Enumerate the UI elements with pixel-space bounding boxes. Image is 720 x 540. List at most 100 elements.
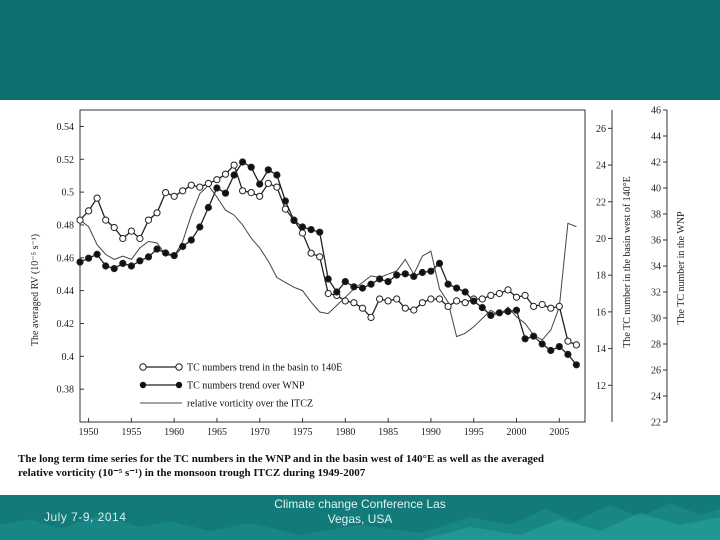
data-point-series-0	[384, 297, 392, 305]
legend-marker-open-circle	[139, 363, 147, 371]
data-point-series-1	[530, 332, 538, 340]
data-point-series-1	[85, 254, 93, 262]
data-point-series-0	[307, 249, 315, 257]
x-tick-label: 1995	[464, 427, 484, 438]
data-point-series-0	[410, 306, 418, 314]
data-point-series-0	[512, 293, 521, 301]
data-point-series-1	[290, 216, 298, 225]
data-point-series-0	[93, 194, 101, 202]
data-point-series-1	[316, 228, 324, 236]
data-point-series-1	[350, 283, 358, 291]
right-axis-2-tick-label: 46	[651, 106, 661, 117]
right-axis-2-tick-label: 24	[651, 392, 661, 403]
data-point-series-1	[298, 223, 307, 231]
data-point-series-0	[247, 189, 255, 197]
x-tick-label: 1955	[121, 427, 141, 438]
data-point-series-0	[495, 289, 503, 298]
data-point-series-1	[444, 280, 452, 288]
data-point-series-1	[170, 252, 178, 260]
data-point-series-1	[487, 311, 495, 319]
data-point-series-0	[204, 179, 212, 187]
data-point-series-1	[418, 268, 426, 277]
data-point-series-0	[127, 227, 135, 235]
data-point-series-1	[384, 278, 392, 286]
figure-caption-line-2: relative vorticity (10⁻⁵ s⁻¹) in the mon…	[18, 467, 366, 479]
data-point-series-0	[350, 299, 358, 307]
left-axis-tick-label: 0.4	[62, 352, 75, 363]
data-point-series-0	[162, 189, 170, 197]
right-axis-2-tick-label: 38	[651, 210, 661, 221]
data-point-series-0	[358, 304, 367, 312]
data-point-series-0	[102, 216, 110, 224]
data-point-series-0	[376, 295, 384, 303]
data-point-series-1	[358, 284, 367, 292]
right-axis-2-tick-label: 28	[651, 340, 661, 351]
right-axis-1-tick-label: 12	[596, 381, 606, 392]
data-point-series-1	[76, 258, 84, 266]
title-banner	[0, 0, 720, 100]
data-point-series-1	[504, 307, 512, 316]
data-point-series-1	[401, 270, 409, 278]
data-point-series-1	[187, 236, 195, 244]
right-axis-2-tick-label: 26	[651, 366, 661, 377]
left-axis-tick-label: 0.42	[57, 319, 75, 330]
left-axis-tick-label: 0.44	[57, 286, 75, 297]
data-point-series-1	[230, 171, 238, 179]
data-point-series-0	[418, 299, 426, 307]
data-point-series-0	[264, 179, 272, 187]
data-point-series-0	[119, 234, 127, 243]
mountain-decoration	[0, 503, 720, 540]
right-axis-1-tick-label: 20	[596, 234, 606, 245]
plot-area	[79, 109, 586, 423]
data-point-series-1	[273, 171, 281, 179]
data-point-series-0	[298, 229, 307, 237]
data-point-series-0	[393, 295, 401, 303]
data-point-series-1	[93, 250, 101, 258]
data-point-series-1	[495, 309, 503, 317]
data-point-series-0	[504, 286, 512, 294]
series-line-2	[79, 184, 577, 341]
data-point-series-0	[239, 187, 247, 195]
right-axis-2-tick-label: 44	[651, 132, 661, 143]
data-point-series-0	[85, 207, 93, 215]
data-point-series-1	[264, 166, 272, 174]
data-point-series-1	[470, 297, 478, 305]
data-point-series-1	[410, 272, 418, 280]
legend-label-vorticity: relative vorticity over the ITCZ	[187, 399, 313, 410]
data-point-series-1	[376, 275, 384, 283]
data-point-series-1	[213, 184, 221, 192]
data-point-series-1	[110, 265, 118, 273]
chart: The averaged RV (10⁻⁵ s⁻¹) The TC number…	[30, 106, 687, 439]
data-point-series-0	[110, 223, 118, 232]
right-axis-2-tick-label: 36	[651, 236, 661, 247]
right-axis-2-tick-label: 42	[651, 158, 661, 169]
data-point-series-1	[453, 284, 461, 292]
legend-marker-filled-circle	[139, 381, 147, 389]
data-point-series-1	[572, 361, 581, 369]
right-axis-2-tick-label: 22	[651, 418, 661, 429]
data-point-series-0	[170, 192, 178, 200]
data-point-series-1	[221, 189, 230, 197]
legend: TC numbers trend in the basin to 140E TC…	[139, 363, 342, 410]
data-point-series-0	[230, 161, 238, 169]
figure-caption-line-1: The long term time series for the TC num…	[18, 453, 544, 465]
x-tick-label: 2000	[507, 427, 527, 438]
data-point-series-0	[453, 297, 461, 305]
data-point-series-0	[221, 170, 230, 178]
x-tick-label: 1975	[293, 427, 313, 438]
data-point-series-0	[555, 302, 563, 310]
right-axis-2-tick-label: 32	[651, 288, 661, 299]
data-point-series-0	[316, 253, 324, 261]
data-point-series-1	[239, 158, 247, 166]
data-point-series-0	[427, 295, 435, 303]
data-point-series-1	[324, 275, 332, 283]
x-tick-label: 1950	[79, 427, 99, 438]
data-point-series-0	[273, 183, 281, 191]
data-point-series-0	[196, 183, 204, 191]
data-point-series-1	[547, 346, 555, 355]
data-point-series-1	[204, 203, 212, 212]
data-point-series-1	[136, 257, 144, 265]
footer-date: July 7-9, 2014	[44, 510, 127, 524]
data-point-series-0	[324, 289, 332, 298]
x-tick-label: 1970	[250, 427, 270, 438]
